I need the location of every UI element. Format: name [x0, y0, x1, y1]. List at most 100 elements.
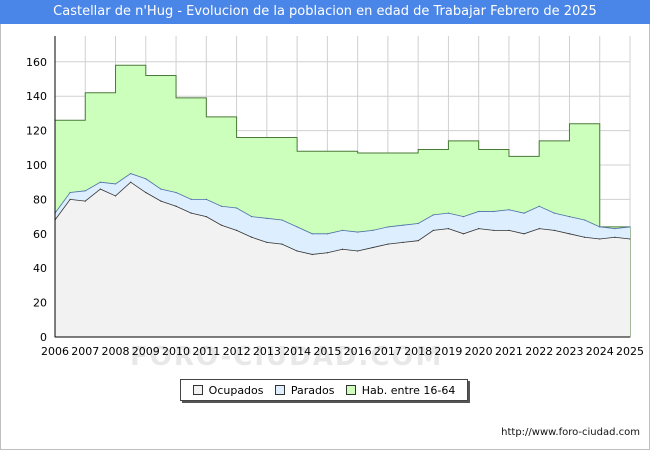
- data-point-parados: [387, 226, 389, 228]
- legend-swatch-ocupados: [192, 385, 203, 395]
- data-point-parados: [614, 228, 616, 230]
- data-point-parados: [493, 210, 495, 213]
- data-point-parados: [417, 222, 419, 225]
- y-tick-label: 0: [40, 331, 47, 344]
- data-point-parados: [402, 224, 404, 226]
- data-point-parados: [584, 219, 586, 221]
- y-tick-label: 100: [26, 159, 47, 172]
- y-tick-label: 60: [33, 228, 47, 241]
- chart-title: Castellar de n'Hug - Evolucion de la pob…: [0, 0, 650, 24]
- data-point-parados: [372, 229, 374, 231]
- legend-item-ocupados: Ocupados: [192, 383, 264, 397]
- x-tick-label: 2006: [41, 345, 69, 358]
- y-tick-label: 140: [26, 90, 47, 103]
- data-point-ocupados: [130, 181, 132, 183]
- data-point-ocupados: [568, 233, 571, 235]
- data-point-ocupados: [478, 228, 480, 230]
- data-point-ocupados: [432, 229, 434, 231]
- data-point-parados: [220, 205, 223, 207]
- legend-label-parados: Parados: [290, 383, 335, 397]
- x-tick-label: 2010: [162, 345, 190, 358]
- data-point-ocupados: [372, 246, 374, 249]
- legend-swatch-parados: [274, 385, 285, 395]
- data-point-ocupados: [296, 250, 298, 252]
- data-point-ocupados: [205, 216, 207, 218]
- data-point-ocupados: [493, 229, 495, 231]
- x-tick-label: 2022: [525, 345, 553, 358]
- data-point-ocupados: [69, 198, 71, 200]
- x-tick-label: 2017: [374, 345, 402, 358]
- data-point-parados: [235, 207, 238, 209]
- data-point-ocupados: [281, 243, 283, 245]
- data-point-ocupados: [538, 228, 540, 230]
- data-point-parados: [69, 191, 71, 194]
- data-point-parados: [599, 226, 601, 228]
- data-point-ocupados: [599, 238, 601, 240]
- x-tick-label: 2020: [465, 345, 493, 358]
- data-point-parados: [629, 226, 631, 228]
- data-point-parados: [538, 205, 540, 207]
- data-point-parados: [553, 212, 555, 214]
- legend-item-parados: Parados: [274, 383, 335, 397]
- x-tick-label: 2024: [586, 345, 614, 358]
- data-point-parados: [296, 226, 298, 228]
- data-point-ocupados: [160, 200, 162, 202]
- data-point-parados: [508, 209, 510, 211]
- data-point-ocupados: [462, 233, 465, 235]
- data-point-ocupados: [614, 236, 616, 238]
- data-point-ocupados: [629, 238, 631, 240]
- x-tick-label: 2023: [555, 345, 583, 358]
- data-point-parados: [205, 198, 207, 200]
- y-tick-label: 20: [33, 297, 47, 310]
- data-point-ocupados: [402, 241, 404, 243]
- x-tick-label: 2014: [283, 345, 311, 358]
- data-point-parados: [84, 190, 86, 192]
- data-point-parados: [447, 212, 450, 214]
- data-point-ocupados: [114, 195, 117, 197]
- data-point-parados: [326, 233, 328, 235]
- data-point-parados: [341, 229, 344, 231]
- x-tick-label: 2021: [495, 345, 523, 358]
- data-point-parados: [145, 178, 147, 180]
- x-tick-label: 2015: [313, 345, 341, 358]
- data-point-ocupados: [220, 224, 223, 226]
- data-point-parados: [114, 183, 117, 185]
- data-point-ocupados: [447, 228, 450, 230]
- data-point-parados: [568, 216, 571, 218]
- legend-label-ocupados: Ocupados: [208, 383, 264, 397]
- data-point-ocupados: [553, 229, 555, 231]
- series-area-ocupados: [55, 182, 630, 337]
- data-point-parados: [266, 217, 268, 219]
- x-tick-label: 2012: [223, 345, 251, 358]
- data-point-parados: [190, 198, 192, 200]
- legend: Ocupados Parados Hab. entre 16-64: [180, 379, 468, 401]
- y-tick-label: 120: [26, 125, 47, 138]
- x-tick-label: 2018: [404, 345, 432, 358]
- data-point-ocupados: [84, 200, 86, 202]
- data-point-ocupados: [387, 243, 389, 245]
- data-point-ocupados: [584, 236, 586, 238]
- x-tick-label: 2016: [344, 345, 372, 358]
- watermark: FORO-CIUDAD.COM: [130, 342, 444, 372]
- data-point-parados: [523, 212, 525, 214]
- data-point-ocupados: [508, 229, 510, 231]
- data-point-ocupados: [311, 253, 313, 256]
- x-tick-label: 2009: [132, 345, 160, 358]
- legend-label-hab: Hab. entre 16-64: [361, 383, 456, 397]
- data-point-ocupados: [417, 240, 419, 242]
- x-tick-label: 2019: [434, 345, 462, 358]
- y-tick-label: 160: [26, 56, 47, 69]
- source-link[interactable]: http://www.foro-ciudad.com: [501, 427, 640, 438]
- data-point-ocupados: [326, 252, 328, 254]
- y-tick-label: 40: [33, 262, 47, 275]
- data-point-ocupados: [341, 248, 344, 250]
- x-tick-label: 2013: [253, 345, 281, 358]
- data-point-parados: [357, 231, 359, 233]
- data-point-parados: [175, 191, 177, 194]
- data-point-ocupados: [145, 191, 147, 194]
- y-tick-label: 80: [33, 193, 47, 206]
- data-point-ocupados: [523, 233, 525, 235]
- x-tick-label: 2007: [71, 345, 99, 358]
- data-point-parados: [99, 181, 101, 183]
